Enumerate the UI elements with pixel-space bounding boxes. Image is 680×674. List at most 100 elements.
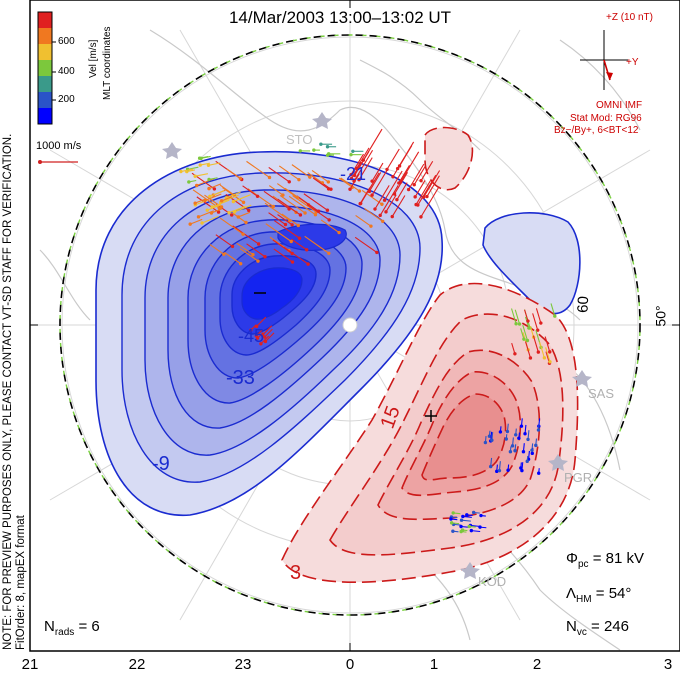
mlt-hour-23: 23 — [234, 656, 252, 673]
velocity-vector-origin — [467, 524, 471, 529]
velocity-vector — [550, 303, 556, 317]
contour-label-neg33: -33 — [226, 367, 255, 389]
velocity-vector — [180, 168, 194, 173]
velocity-vector — [268, 212, 286, 225]
velocity-vector — [320, 219, 340, 233]
velocity-vector-origin — [351, 149, 355, 153]
velocity-vector — [228, 205, 246, 214]
velocity-vector-origin — [263, 254, 267, 259]
velocity-vector — [268, 166, 290, 183]
velocity-vector — [514, 309, 521, 325]
velocity-vector-origin — [281, 193, 285, 197]
velocity-vector — [189, 218, 203, 225]
imf-y-axis-label: +Y — [626, 57, 639, 68]
velocity-vector-origin — [256, 259, 260, 263]
velocity-vector-origin — [523, 431, 527, 436]
velocity-vector — [208, 162, 221, 166]
velocity-vector — [525, 341, 531, 359]
map-title: 14/Mar/2003 13:00–13:02 UT — [228, 8, 452, 27]
velocity-vector-origin — [259, 342, 263, 346]
velocity-vector — [211, 208, 223, 214]
velocity-vector-origin — [459, 524, 463, 529]
velocity-vector — [233, 194, 251, 203]
velocity-vector-origin — [297, 236, 302, 240]
velocity-vector — [219, 217, 244, 235]
side-note: NOTE: FOR PREVIEW PURPOSES ONLY, PLEASE … — [2, 134, 28, 650]
velocity-vector — [368, 172, 382, 192]
velocity-vector-origin — [354, 166, 359, 171]
velocity-vector-origin — [227, 211, 231, 215]
colorbar-segment — [38, 92, 52, 109]
velocity-vector — [209, 190, 225, 197]
velocity-vector-origin — [325, 208, 330, 212]
velocity-vector — [224, 251, 241, 265]
velocity-vector-origin — [385, 167, 389, 172]
velocity-vector — [207, 204, 222, 211]
velocity-vector-origin — [517, 322, 522, 326]
velocity-vector — [415, 180, 431, 205]
coordinates-label: MLT coordinates — [102, 26, 113, 100]
velocity-vector-origin — [193, 174, 197, 178]
contour-label-60: 60 — [574, 295, 593, 314]
velocity-vector-origin — [357, 189, 362, 193]
velocity-vector-origin — [263, 339, 268, 344]
velocity-vector-origin — [212, 187, 217, 191]
velocity-vector-origin — [378, 213, 382, 218]
velocity-vector — [532, 313, 539, 331]
velocity-vector — [238, 211, 251, 218]
velocity-vector — [234, 204, 252, 213]
velocity-vector-origin — [208, 194, 212, 199]
velocity-vector — [379, 185, 399, 216]
velocity-vector — [204, 194, 222, 208]
contour-label-neg45: -45 — [238, 326, 265, 346]
velocity-vector-origin — [367, 189, 372, 194]
velocity-vector-origin — [349, 152, 353, 157]
velocity-vector-origin — [513, 449, 517, 453]
velocity-vector-origin — [508, 450, 513, 454]
velocity-vector-origin — [222, 252, 226, 256]
velocity-vector — [303, 193, 328, 211]
velocity-vector — [208, 183, 222, 190]
velocity-vector-origin — [412, 183, 416, 187]
velocity-vector-origin — [525, 459, 529, 464]
velocity-vector-origin — [288, 218, 292, 223]
velocity-vector-origin — [398, 180, 403, 184]
imf-model: Stat Mod: RG96 — [570, 113, 642, 124]
velocity-vector-origin — [506, 468, 510, 472]
velocity-vector-origin — [196, 215, 201, 219]
mlt-hour-1: 1 — [429, 656, 439, 673]
velocity-vector — [198, 210, 214, 218]
velocity-vector-origin — [373, 207, 377, 211]
velocity-vector — [215, 234, 233, 247]
velocity-vector — [413, 165, 427, 186]
velocity-vector-origin — [519, 424, 524, 428]
mlt-hour-0: 0 — [345, 656, 355, 673]
velocity-vector-origin — [200, 221, 204, 225]
velocity-vector — [417, 174, 437, 206]
velocity-vector-origin — [505, 429, 510, 434]
radar-label-kod: KOD — [478, 574, 507, 589]
velocity-vector — [354, 151, 370, 176]
velocity-vector — [350, 153, 364, 176]
velocity-vector-origin — [526, 319, 530, 323]
velocity-vector-origin — [325, 145, 330, 149]
velocity-vector-origin — [449, 517, 453, 521]
velocity-vector-origin — [534, 443, 538, 448]
velocity-vector-origin — [488, 464, 493, 469]
max-potential-marker — [425, 410, 437, 422]
velocity-vector — [420, 160, 434, 181]
velocity-vector-origin — [479, 513, 483, 518]
velocity-vector-origin — [380, 202, 384, 206]
velocity-vector — [263, 190, 290, 210]
latitude-label: 50° — [652, 305, 669, 327]
velocity-vector-origin — [298, 213, 303, 217]
velocity-vector — [209, 243, 225, 255]
imf-clock-dial — [580, 30, 628, 90]
velocity-vector — [278, 165, 300, 181]
velocity-vector — [279, 194, 306, 214]
velocity-vector — [239, 248, 259, 262]
velocity-vector-origin — [349, 176, 354, 181]
velocity-vector — [264, 202, 291, 222]
velocity-vector-origin — [536, 328, 540, 332]
velocity-vector — [219, 184, 235, 196]
